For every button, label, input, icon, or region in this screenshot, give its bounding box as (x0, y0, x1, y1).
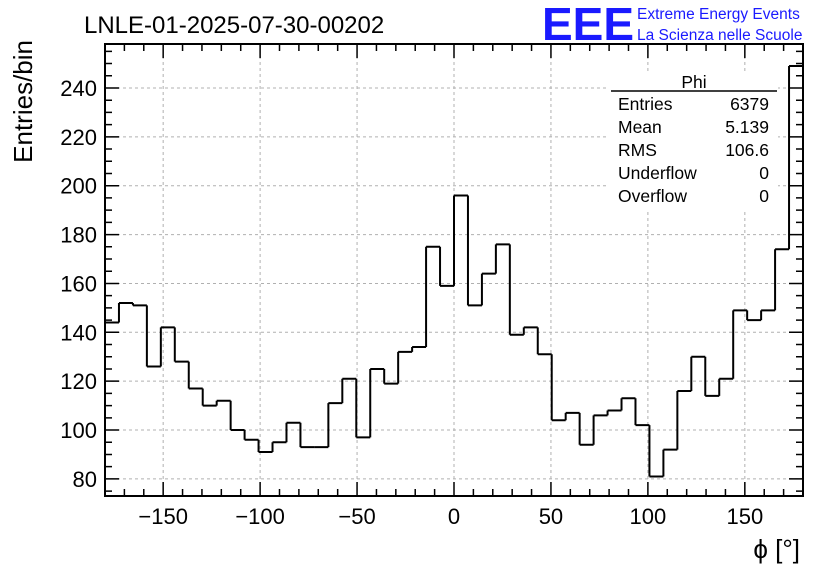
x-tick-label: −150 (138, 504, 188, 529)
histogram-bin (439, 246, 454, 287)
y-tick-label: 100 (60, 418, 97, 443)
histogram-bin (592, 414, 608, 445)
histogram-bin (620, 397, 636, 411)
x-tick-label: −100 (235, 504, 285, 529)
y-tick-label: 160 (60, 271, 97, 296)
histogram-bin (425, 245, 441, 347)
histogram-bin (718, 377, 734, 396)
histogram-bin (383, 368, 399, 385)
y-tick-label: 180 (60, 223, 97, 248)
histogram-bin (578, 412, 594, 446)
histogram-bin (271, 441, 287, 453)
x-tick-labels: −150 −100 −50 0 50 100 150 (138, 504, 763, 529)
histogram-bin (341, 377, 357, 404)
stats-label: Underflow (618, 163, 697, 183)
stats-value: 0 (759, 163, 769, 183)
x-tick-label: 50 (539, 504, 563, 529)
histogram-bin (117, 301, 133, 323)
histogram-bin (732, 309, 748, 379)
histogram-bin (760, 309, 776, 321)
logo-line-1: Extreme Energy Events (637, 6, 800, 23)
y-axis-label: Entries/bin (8, 40, 38, 163)
stats-value: 106.6 (725, 140, 769, 160)
y-tick-label: 80 (73, 467, 97, 492)
histogram-bin (606, 409, 622, 416)
stats-value: 5.139 (725, 117, 769, 137)
stats-label: Overflow (618, 186, 687, 206)
stats-value: 0 (759, 186, 769, 206)
histogram-bin (522, 326, 538, 335)
stats-label: RMS (618, 140, 657, 160)
histogram-bin (355, 378, 371, 439)
histogram-bin (397, 350, 413, 384)
histogram-bin (662, 448, 678, 477)
y-tick-label: 240 (60, 76, 97, 101)
eee-logo: EEE Extreme Energy Events La Scienza nel… (542, 0, 802, 50)
y-tick-label: 120 (60, 369, 97, 394)
histogram-bin (411, 345, 427, 352)
stats-label: Mean (618, 117, 662, 137)
histogram-bin (131, 302, 147, 307)
histogram-bin (634, 398, 650, 427)
histogram-bin (299, 422, 315, 449)
x-tick-label: 0 (448, 504, 460, 529)
histogram-bin (676, 389, 692, 450)
histogram-bin (229, 400, 245, 432)
stats-label: Entries (618, 94, 673, 114)
axis-ticks (104, 44, 804, 496)
histogram-bin (201, 388, 217, 407)
histogram-bin (466, 195, 482, 307)
tick-marks (104, 44, 804, 496)
histogram-bin (145, 305, 161, 368)
x-tick-label: −50 (338, 504, 375, 529)
histogram-bin (494, 243, 510, 274)
histogram-bin (690, 355, 706, 391)
stats-value: 6379 (730, 94, 769, 114)
histogram-series (104, 64, 803, 496)
y-tick-labels: 80 100 120 140 160 180 200 220 240 (60, 76, 97, 492)
histogram-bin (746, 310, 762, 322)
x-tick-label: 100 (630, 504, 667, 529)
logo-line-2: La Scienza nelle Scuole (637, 27, 802, 44)
histogram-bin (453, 194, 468, 286)
histogram-bin (243, 430, 259, 441)
histogram-bin (774, 248, 790, 311)
stats-box: Phi Entries 6379 Mean 5.139 RMS 106.6 Underflo… (609, 71, 778, 210)
stats-box-background (609, 71, 778, 210)
histogram-bin (788, 64, 803, 250)
histogram-bin (173, 327, 189, 363)
histogram-bin (257, 439, 273, 454)
eee-logo-mark: EEE (542, 0, 634, 50)
histogram-bin (536, 327, 552, 356)
histogram-bin (480, 272, 496, 306)
histogram-bin (550, 354, 566, 422)
y-tick-label: 200 (60, 174, 97, 199)
y-tick-label: 220 (60, 125, 97, 150)
histogram-bin (704, 356, 720, 397)
chart-title: LNLE-01-2025-07-30-00202 (84, 12, 384, 39)
histogram-bin (187, 361, 203, 390)
histogram-bin (369, 367, 385, 438)
histogram-bin (564, 411, 580, 421)
stats-rows: Entries 6379 Mean 5.139 RMS 106.6 Underflow 0 Ov… (618, 94, 769, 206)
histogram-bin (508, 244, 524, 336)
histogram-bin (648, 425, 664, 478)
histogram-bin (215, 399, 231, 406)
histogram-bin (285, 421, 301, 443)
x-axis-label: ϕ [°] (753, 534, 800, 564)
x-tick-label: 150 (726, 504, 763, 529)
histogram-bin (327, 402, 343, 448)
stats-title: Phi (681, 72, 706, 92)
y-tick-label: 140 (60, 320, 97, 345)
histogram-bin (104, 321, 119, 496)
histogram-bin (159, 326, 175, 367)
